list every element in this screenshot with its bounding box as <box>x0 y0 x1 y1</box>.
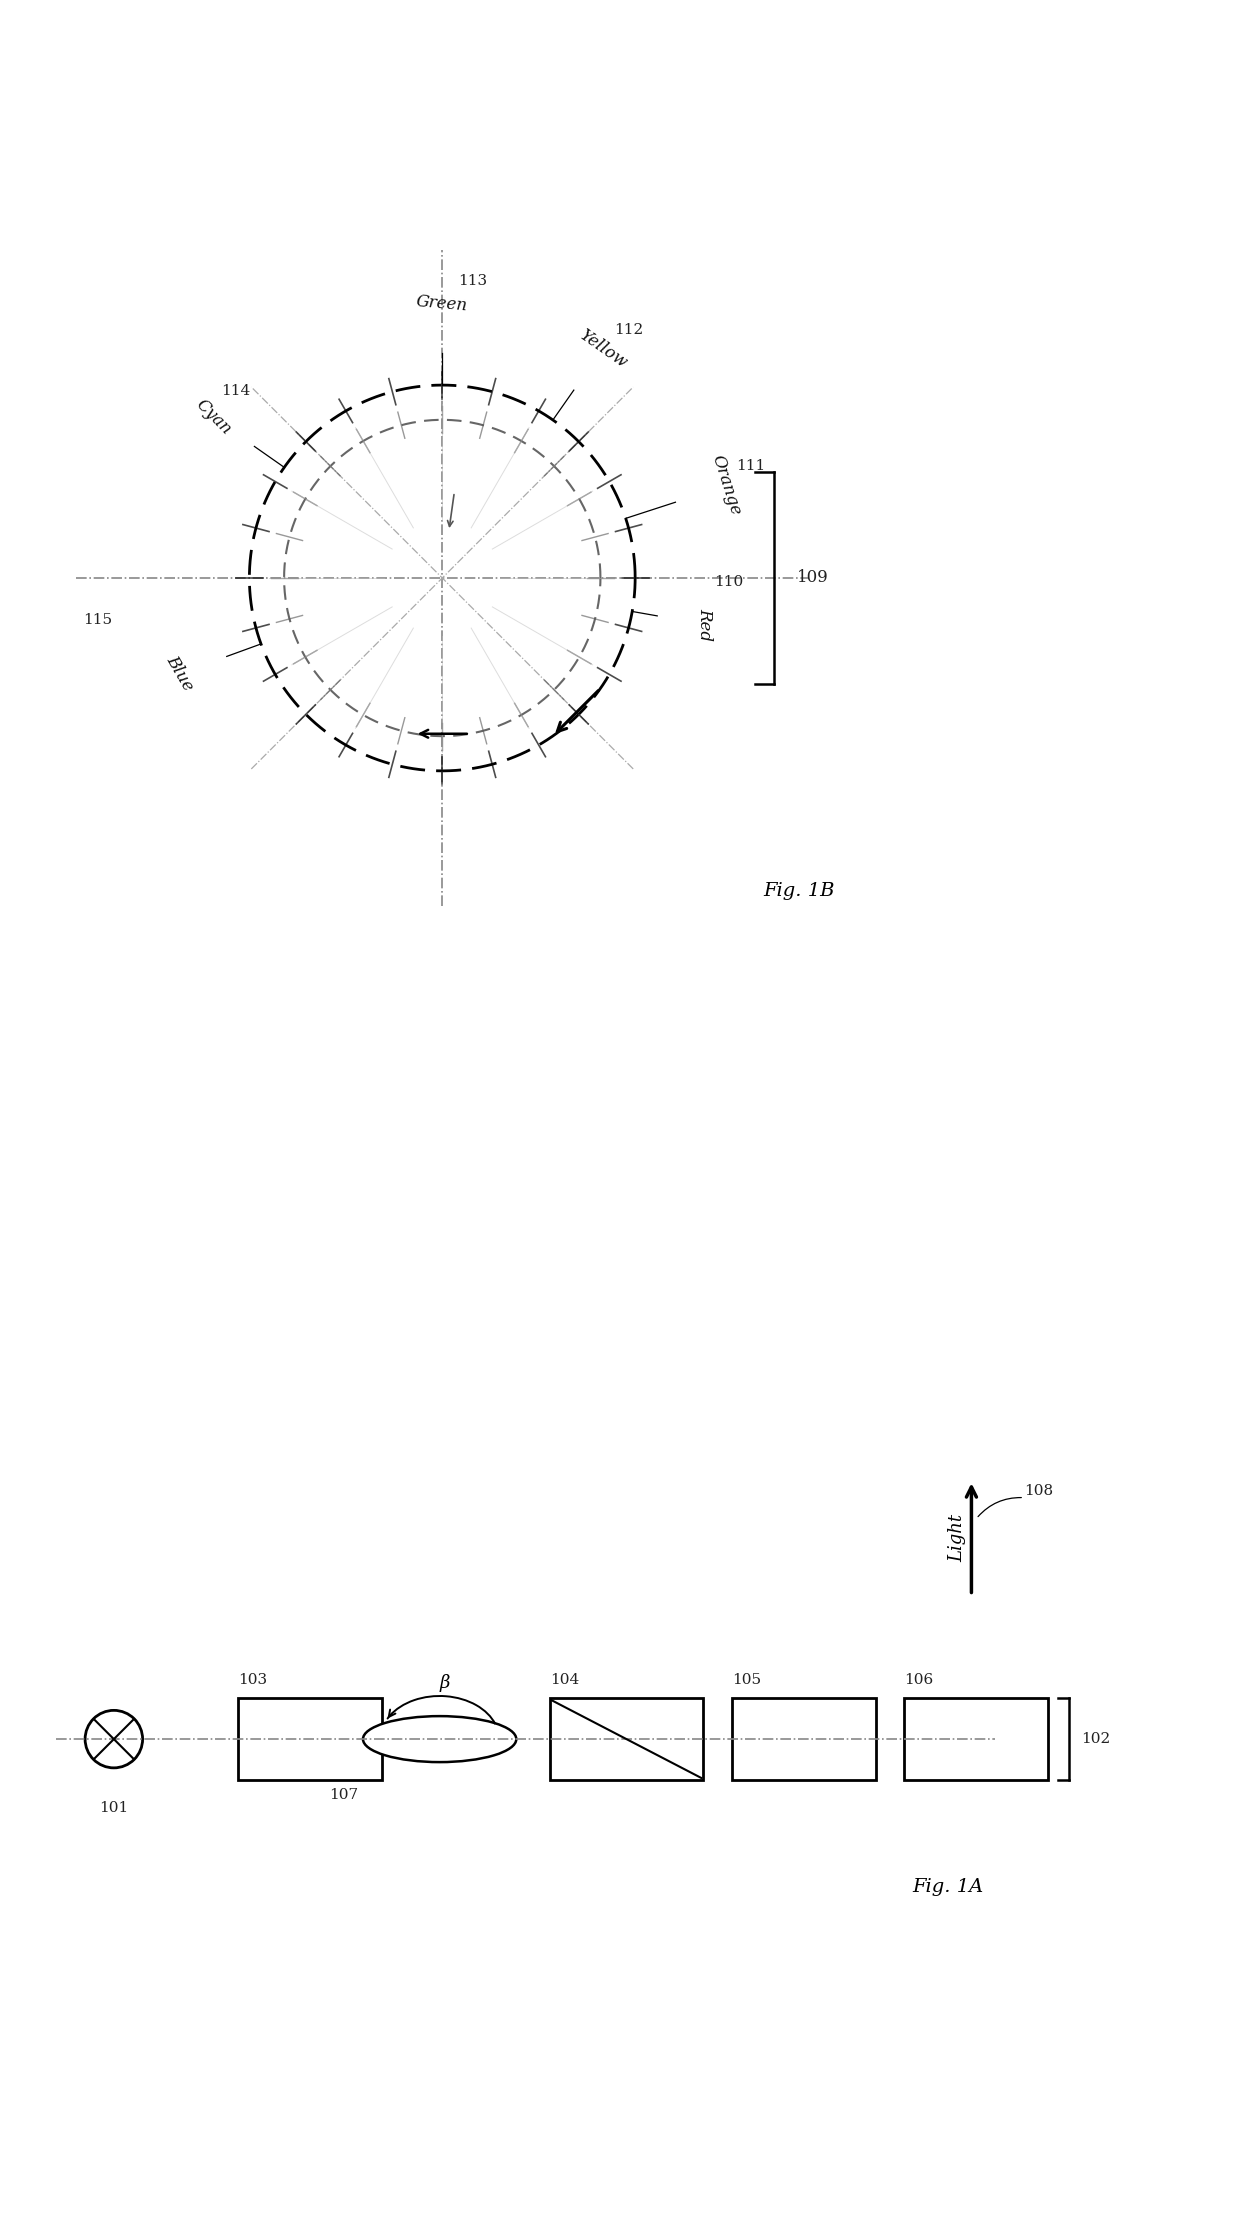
Text: Cyan: Cyan <box>192 396 234 438</box>
Bar <box>904 1698 1048 1781</box>
Text: Red: Red <box>696 607 713 640</box>
Bar <box>732 1698 875 1781</box>
Text: 109: 109 <box>797 569 828 587</box>
Text: 107: 107 <box>329 1787 358 1801</box>
Text: 106: 106 <box>904 1674 934 1687</box>
Text: 110: 110 <box>714 576 743 589</box>
Text: Fig. 1B: Fig. 1B <box>764 883 835 900</box>
Text: Blue: Blue <box>162 654 196 694</box>
Text: 105: 105 <box>732 1674 761 1687</box>
Ellipse shape <box>363 1716 516 1763</box>
Text: β: β <box>439 1674 450 1692</box>
Text: 111: 111 <box>737 460 765 473</box>
Text: Fig. 1A: Fig. 1A <box>911 1878 983 1896</box>
Text: Yellow: Yellow <box>575 327 630 371</box>
Text: 103: 103 <box>238 1674 268 1687</box>
Text: 102: 102 <box>1081 1732 1111 1745</box>
Text: 101: 101 <box>99 1801 129 1816</box>
Bar <box>549 1698 703 1781</box>
Text: 108: 108 <box>1024 1483 1053 1498</box>
Text: Light: Light <box>949 1514 966 1563</box>
Text: 112: 112 <box>614 322 644 336</box>
Text: 114: 114 <box>221 385 250 398</box>
Text: 113: 113 <box>458 273 487 289</box>
Text: Orange: Orange <box>709 453 744 518</box>
Bar <box>238 1698 382 1781</box>
Text: 115: 115 <box>83 614 112 627</box>
Text: 104: 104 <box>549 1674 579 1687</box>
Text: Green: Green <box>415 293 469 316</box>
